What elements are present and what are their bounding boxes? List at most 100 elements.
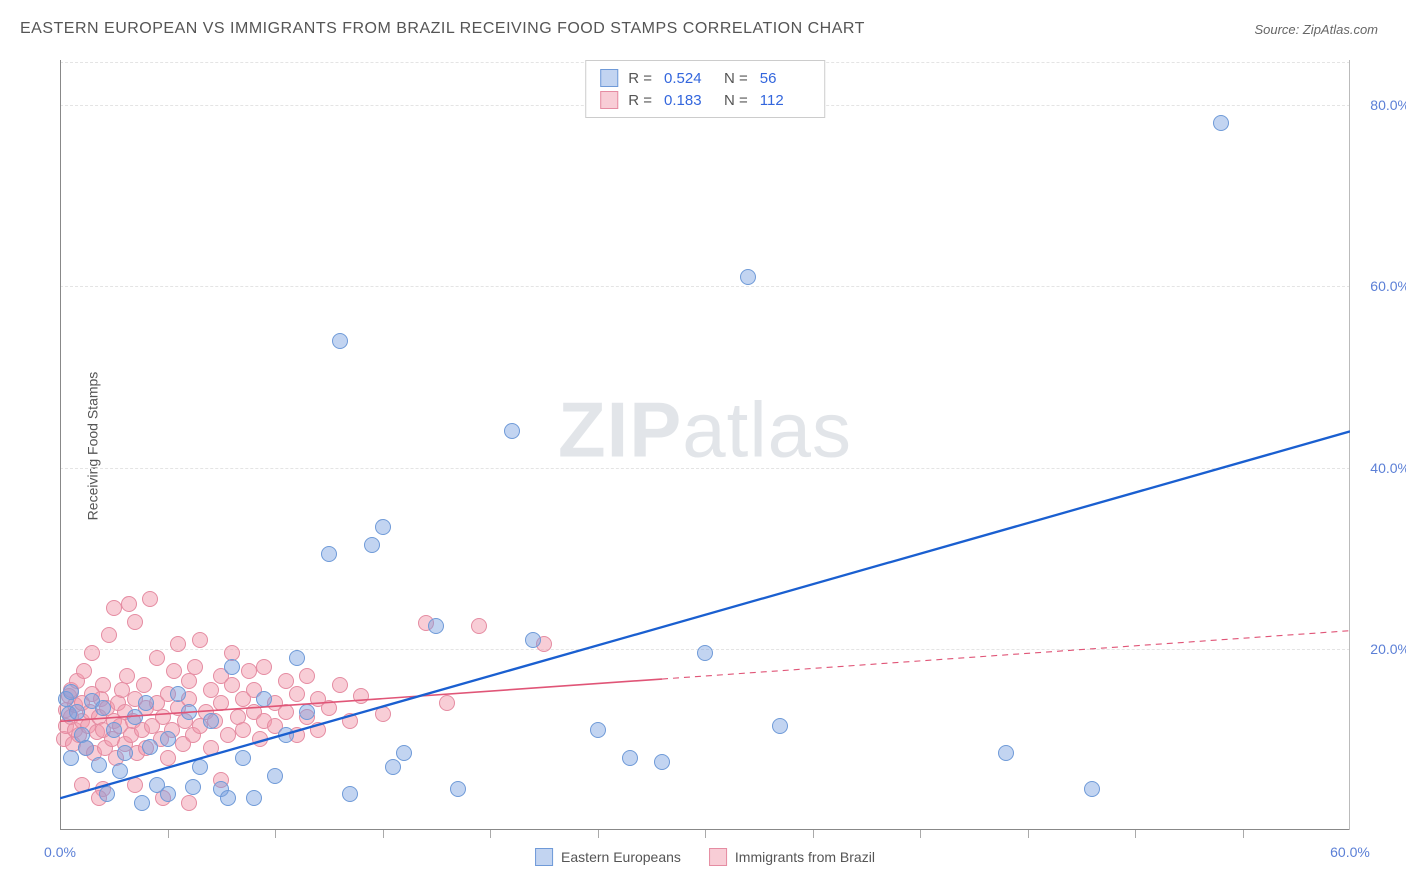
scatter-point-blue	[235, 750, 251, 766]
scatter-point-blue	[181, 704, 197, 720]
scatter-point-blue	[697, 645, 713, 661]
x-tick	[705, 830, 706, 838]
scatter-point-blue	[364, 537, 380, 553]
scatter-point-pink	[332, 677, 348, 693]
stats-row-blue: R = 0.524 N = 56	[600, 67, 810, 89]
legend-item-blue: Eastern Europeans	[535, 848, 681, 866]
swatch-pink	[709, 848, 727, 866]
stats-row-pink: R = 0.183 N = 112	[600, 89, 810, 111]
scatter-point-pink	[192, 632, 208, 648]
chart-container: EASTERN EUROPEAN VS IMMIGRANTS FROM BRAZ…	[0, 0, 1406, 892]
x-tick	[920, 830, 921, 838]
scatter-point-blue	[142, 739, 158, 755]
scatter-point-pink	[241, 663, 257, 679]
scatter-point-blue	[332, 333, 348, 349]
scatter-point-blue	[63, 750, 79, 766]
scatter-point-blue	[203, 713, 219, 729]
x-tick	[383, 830, 384, 838]
scatter-point-pink	[136, 677, 152, 693]
x-tick-label: 60.0%	[1330, 844, 1370, 860]
scatter-point-blue	[134, 795, 150, 811]
scatter-point-blue	[78, 740, 94, 756]
swatch-pink	[600, 91, 618, 109]
scatter-point-blue	[106, 722, 122, 738]
right-axis-line	[1349, 60, 1350, 830]
scatter-point-pink	[321, 700, 337, 716]
x-tick	[490, 830, 491, 838]
scatter-point-blue	[185, 779, 201, 795]
scatter-point-blue	[375, 519, 391, 535]
scatter-point-pink	[74, 777, 90, 793]
scatter-point-blue	[772, 718, 788, 734]
scatter-point-pink	[166, 663, 182, 679]
scatter-point-pink	[170, 636, 186, 652]
x-tick	[1243, 830, 1244, 838]
scatter-point-blue	[69, 704, 85, 720]
scatter-point-blue	[590, 722, 606, 738]
scatter-point-blue	[450, 781, 466, 797]
source-attribution: Source: ZipAtlas.com	[1254, 22, 1378, 37]
watermark-suffix: atlas	[682, 385, 852, 473]
scatter-point-blue	[740, 269, 756, 285]
stat-n-pink: 112	[760, 92, 810, 109]
scatter-point-pink	[84, 645, 100, 661]
r-label: R =	[628, 70, 652, 87]
x-tick	[1135, 830, 1136, 838]
scatter-point-blue	[63, 684, 79, 700]
scatter-point-pink	[121, 596, 137, 612]
stat-r-pink: 0.183	[664, 92, 714, 109]
r-label: R =	[628, 92, 652, 109]
scatter-point-pink	[95, 677, 111, 693]
scatter-point-blue	[99, 786, 115, 802]
scatter-point-blue	[256, 691, 272, 707]
legend-label-pink: Immigrants from Brazil	[735, 849, 875, 865]
scatter-point-pink	[439, 695, 455, 711]
scatter-point-pink	[310, 722, 326, 738]
scatter-point-pink	[471, 618, 487, 634]
scatter-point-blue	[504, 423, 520, 439]
scatter-point-blue	[998, 745, 1014, 761]
scatter-point-pink	[289, 686, 305, 702]
scatter-point-blue	[127, 709, 143, 725]
gridline	[60, 286, 1350, 287]
scatter-point-blue	[267, 768, 283, 784]
scatter-point-pink	[160, 750, 176, 766]
scatter-point-blue	[192, 759, 208, 775]
scatter-point-blue	[278, 727, 294, 743]
scatter-point-pink	[149, 650, 165, 666]
scatter-point-blue	[1084, 781, 1100, 797]
swatch-blue	[600, 69, 618, 87]
scatter-point-blue	[170, 686, 186, 702]
scatter-point-blue	[525, 632, 541, 648]
gridline	[60, 468, 1350, 469]
swatch-blue	[535, 848, 553, 866]
scatter-point-pink	[101, 627, 117, 643]
stat-n-blue: 56	[760, 70, 810, 87]
scatter-point-blue	[428, 618, 444, 634]
scatter-point-blue	[246, 790, 262, 806]
scatter-point-pink	[342, 713, 358, 729]
x-tick	[598, 830, 599, 838]
scatter-point-blue	[321, 546, 337, 562]
scatter-point-pink	[203, 740, 219, 756]
trendline-dashed	[662, 631, 1350, 679]
scatter-point-blue	[220, 790, 236, 806]
scatter-point-blue	[160, 786, 176, 802]
scatter-point-pink	[278, 704, 294, 720]
n-label: N =	[724, 70, 748, 87]
scatter-point-pink	[235, 722, 251, 738]
scatter-point-pink	[224, 677, 240, 693]
scatter-point-blue	[622, 750, 638, 766]
x-tick-label: 0.0%	[44, 844, 76, 860]
scatter-point-pink	[127, 777, 143, 793]
scatter-point-pink	[127, 614, 143, 630]
legend-label-blue: Eastern Europeans	[561, 849, 681, 865]
scatter-point-pink	[256, 659, 272, 675]
scatter-point-blue	[224, 659, 240, 675]
scatter-point-pink	[299, 668, 315, 684]
x-tick	[275, 830, 276, 838]
series-legend: Eastern Europeans Immigrants from Brazil	[535, 848, 875, 866]
scatter-point-pink	[278, 673, 294, 689]
scatter-point-pink	[220, 727, 236, 743]
scatter-point-blue	[138, 695, 154, 711]
